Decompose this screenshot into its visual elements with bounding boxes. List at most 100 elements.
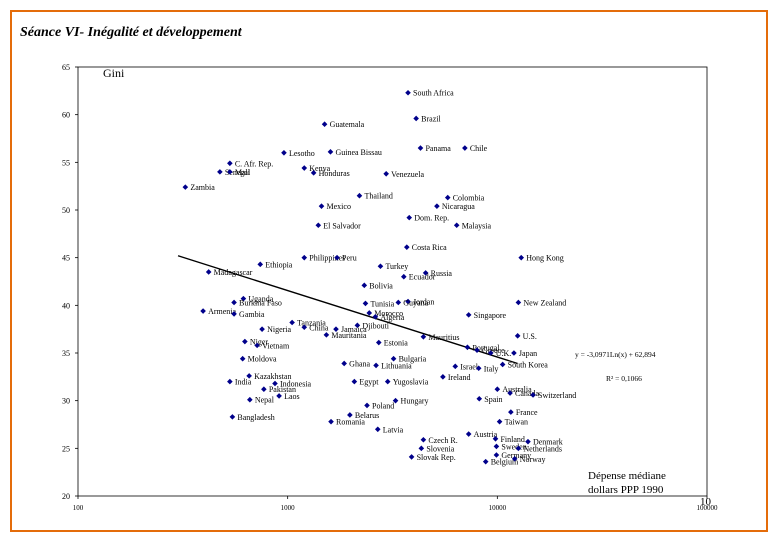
data-point: [328, 418, 334, 425]
point-label: Finland: [500, 435, 524, 444]
data-point: [334, 254, 340, 261]
data-point: [525, 438, 531, 445]
point-label: Canada: [515, 389, 539, 398]
point-label: Lithuania: [381, 361, 412, 370]
data-point: [444, 194, 451, 201]
point-label: Panama: [425, 144, 451, 153]
point-label: Nigeria: [267, 325, 291, 334]
data-point: [281, 150, 287, 156]
data-point: [301, 165, 308, 171]
y-tick-label: 30: [62, 397, 70, 406]
data-point: [403, 244, 410, 250]
data-point: [405, 89, 411, 96]
point-label: Philippines: [309, 254, 345, 263]
point-label: Guinea Bissau: [335, 148, 381, 157]
point-label: Portugal: [472, 343, 500, 352]
point-label: Yugoslavia: [393, 378, 429, 387]
data-point: [417, 145, 424, 151]
data-point: [487, 350, 494, 356]
point-label: Austria: [474, 430, 498, 439]
data-point: [377, 263, 384, 270]
data-point: [482, 458, 489, 465]
point-label: Tanzania: [297, 318, 326, 327]
data-point: [493, 452, 500, 458]
point-label: Malaysia: [462, 221, 492, 230]
point-label: Nepal: [255, 396, 275, 405]
data-point: [261, 386, 267, 393]
data-point: [511, 350, 517, 356]
point-label: Dom. Rep.: [414, 214, 449, 223]
point-label: Israel: [460, 362, 479, 371]
page-number: 10: [700, 496, 711, 508]
point-label: Switzerland: [538, 391, 576, 400]
data-point: [231, 311, 237, 317]
y-axis-label: Gini: [103, 66, 125, 80]
data-point: [361, 282, 368, 289]
data-point: [434, 203, 440, 209]
data-point: [475, 365, 482, 372]
point-label: Ghana: [349, 359, 370, 368]
data-point: [217, 169, 223, 175]
data-point: [374, 426, 381, 433]
data-point: [440, 374, 446, 380]
point-label: Pakistan: [269, 385, 296, 394]
data-point: [408, 454, 415, 460]
data-point: [413, 115, 419, 122]
point-label: Brazil: [421, 114, 441, 123]
point-label: Poland: [372, 401, 394, 410]
point-label: El Salvador: [323, 221, 361, 230]
data-point: [182, 184, 189, 190]
x-tick-label: 100000: [697, 504, 719, 512]
y-tick-label: 60: [62, 111, 70, 120]
data-point: [420, 333, 427, 340]
point-label: New Zealand: [523, 298, 566, 307]
point-label: Greece: [482, 346, 505, 355]
y-tick-label: 50: [62, 206, 70, 215]
point-label: Laos: [284, 392, 300, 401]
data-point: [453, 222, 460, 229]
point-label: Indonesia: [280, 380, 312, 389]
point-label: U.K.: [496, 349, 512, 358]
data-point: [289, 319, 295, 326]
point-label: Slovak Rep.: [417, 453, 456, 462]
point-label: Netherlands: [523, 444, 562, 453]
point-label: Guyana: [403, 298, 428, 307]
data-point: [390, 355, 397, 362]
y-tick-label: 25: [62, 444, 70, 453]
point-label: Russia: [431, 269, 453, 278]
point-label: Kazakhstan: [254, 372, 291, 381]
data-point: [227, 378, 233, 385]
data-point: [474, 347, 480, 353]
y-axis: 20 25 30 35 40 45 50 55 60 65: [62, 63, 78, 501]
data-point: [229, 414, 236, 420]
y-tick-label: 65: [62, 63, 70, 72]
point-label: Kenya: [309, 164, 330, 173]
point-label: Germany: [501, 451, 531, 460]
data-point: [405, 298, 411, 305]
data-point: [239, 355, 246, 362]
data-point: [372, 313, 379, 320]
data-point: [395, 299, 402, 306]
data-point: [375, 339, 382, 346]
point-label: Uganda: [248, 295, 273, 304]
trendline-equation: y = -3,0971Ln(x) + 62,894: [575, 350, 656, 359]
data-point: [518, 254, 525, 261]
point-label: Denmark: [533, 438, 563, 447]
y-tick-label: 40: [62, 301, 70, 310]
point-label: Gambia: [239, 310, 265, 319]
point-label: Slovenia: [426, 444, 454, 453]
x-tick-label: 1000: [281, 504, 296, 512]
data-point: [464, 344, 471, 351]
data-point: [341, 360, 347, 367]
x-axis: 100 1000 10000 100000: [73, 496, 718, 512]
data-point: [362, 300, 369, 307]
point-label: Senegal: [225, 168, 251, 177]
data-point: [318, 203, 325, 209]
data-point: [392, 397, 399, 404]
point-label: Algeria: [380, 313, 404, 322]
data-point: [272, 380, 278, 387]
point-label: U.S.: [523, 332, 537, 341]
point-label: Czech R.: [428, 436, 457, 445]
point-label: Chile: [470, 144, 488, 153]
